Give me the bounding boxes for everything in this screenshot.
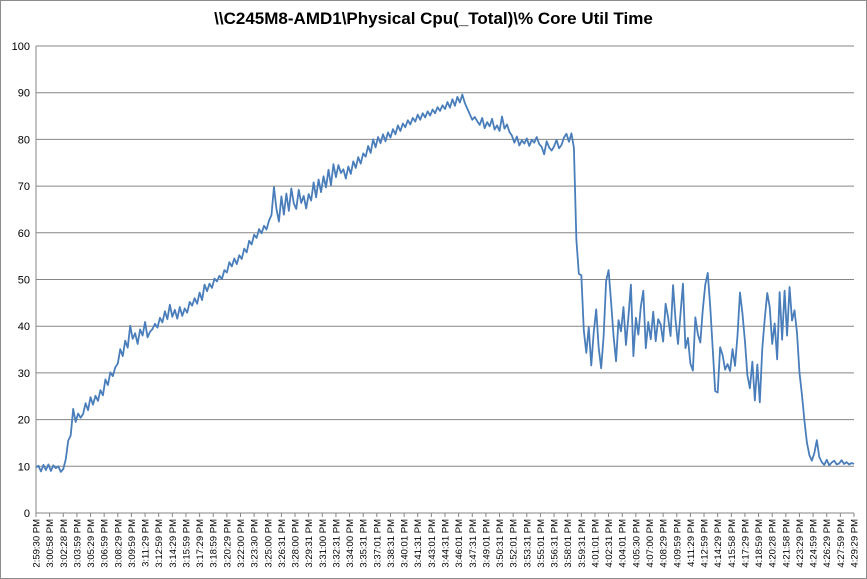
x-tick-label: 4:18:59 PM xyxy=(754,519,765,568)
y-axis-tick-labels: 0 10 20 30 40 50 60 70 80 90 100 xyxy=(12,41,30,520)
x-tick-label: 3:26:31 PM xyxy=(277,519,288,568)
x-tick-label: 3:32:31 PM xyxy=(331,519,342,568)
x-tick-label: 4:11:29 PM xyxy=(686,519,697,567)
x-tick-label: 3:08:29 PM xyxy=(113,519,124,568)
x-tick-label: 3:46:01 PM xyxy=(454,519,465,568)
x-tick-label: 3:53:31 PM xyxy=(522,519,533,568)
x-tick-label: 3:44:31 PM xyxy=(441,519,452,568)
x-tick-label: 3:59:31 PM xyxy=(577,519,588,568)
x-tick-label: 3:22:00 PM xyxy=(236,519,247,568)
x-tick-label: 3:00:58 PM xyxy=(45,519,56,568)
chart-title: \\C245M8-AMD1\Physical Cpu(_Total)\% Cor… xyxy=(214,9,653,28)
x-tick-label: 3:15:59 PM xyxy=(181,519,192,568)
x-tick-label: 3:40:01 PM xyxy=(400,519,411,568)
x-tick-label: 3:06:59 PM xyxy=(100,519,111,568)
x-tick-label: 4:09:59 PM xyxy=(672,519,683,568)
x-tick-label: 3:56:31 PM xyxy=(550,519,561,568)
x-tick-label: 4:05:30 PM xyxy=(631,519,642,568)
x-tick-label: 3:03:59 PM xyxy=(72,519,83,568)
x-tick-label: 4:07:00 PM xyxy=(645,519,656,568)
x-tick-label: 3:17:29 PM xyxy=(195,519,206,568)
x-tick-label: 3:11:29 PM xyxy=(141,519,152,567)
x-tick-label: 3:55:01 PM xyxy=(536,519,547,568)
x-tick-label: 3:58:01 PM xyxy=(563,519,574,568)
x-tick-label: 3:05:29 PM xyxy=(86,519,97,568)
x-tick-label: 3:41:31 PM xyxy=(413,519,424,568)
x-tick-label: 4:24:59 PM xyxy=(809,519,820,568)
x-tick-label: 3:31:00 PM xyxy=(318,519,329,568)
y-tick-label: 20 xyxy=(18,415,30,427)
x-tick-label: 4:04:01 PM xyxy=(618,519,629,568)
x-tick-label: 4:15:58 PM xyxy=(727,519,738,568)
x-tick-label: 3:52:01 PM xyxy=(509,519,520,568)
y-tick-label: 100 xyxy=(12,41,30,53)
y-tick-label: 10 xyxy=(18,461,30,473)
x-axis-tick-labels: 2:59:30 PM 3:00:58 PM 3:02:28 PM 3:03:59 PM… xyxy=(32,519,861,568)
x-tick-label: 4:26:29 PM xyxy=(822,519,833,568)
axes xyxy=(35,46,855,517)
x-tick-label: 3:37:01 PM xyxy=(372,519,383,568)
y-tick-label: 70 xyxy=(18,181,30,193)
y-tick-label: 90 xyxy=(18,88,30,100)
x-tick-label: 3:14:29 PM xyxy=(168,519,179,568)
x-tick-label: 3:49:01 PM xyxy=(481,519,492,568)
x-tick-label: 3:09:59 PM xyxy=(127,519,138,568)
x-tick-label: 3:02:28 PM xyxy=(59,519,70,568)
x-tick-label: 3:47:31 PM xyxy=(468,519,479,568)
x-tick-label: 4:01:01 PM xyxy=(590,519,601,568)
x-tick-label: 3:12:59 PM xyxy=(154,519,165,568)
y-tick-label: 60 xyxy=(18,228,30,240)
x-tick-label: 3:28:00 PM xyxy=(291,519,302,568)
x-tick-label: 3:29:31 PM xyxy=(304,519,315,568)
x-tick-label: 3:35:31 PM xyxy=(359,519,370,568)
x-tick-label: 4:08:29 PM xyxy=(659,519,670,568)
x-tick-label: 4:23:29 PM xyxy=(795,519,806,568)
x-tick-label: 3:18:59 PM xyxy=(209,519,220,568)
y-tick-label: 50 xyxy=(18,275,30,287)
x-tick-label: 4:14:29 PM xyxy=(713,519,724,568)
y-tick-label: 0 xyxy=(24,508,30,520)
x-tick-label: 4:21:58 PM xyxy=(781,519,792,568)
y-tick-label: 30 xyxy=(18,368,30,380)
y-tick-label: 80 xyxy=(18,134,30,146)
x-tick-label: 4:12:59 PM xyxy=(700,519,711,568)
x-tick-label: 2:59:30 PM xyxy=(32,519,43,568)
x-tick-label: 3:38:31 PM xyxy=(386,519,397,568)
x-tick-label: 3:23:30 PM xyxy=(250,519,261,568)
x-tick-label: 3:20:29 PM xyxy=(222,519,233,568)
x-tick-label: 4:02:31 PM xyxy=(604,519,615,568)
series-layer xyxy=(35,93,855,473)
y-tick-label: 40 xyxy=(18,321,30,333)
x-tick-label: 3:43:01 PM xyxy=(427,519,438,568)
x-tick-label: 3:50:31 PM xyxy=(495,519,506,568)
x-tick-label: 4:27:59 PM xyxy=(836,519,847,568)
x-tick-label: 4:17:29 PM xyxy=(740,519,751,568)
x-tick-label: 4:20:28 PM xyxy=(768,519,779,568)
x-tick-label: 3:25:00 PM xyxy=(263,519,274,568)
x-tick-label: 4:29:29 PM xyxy=(850,519,861,568)
series-line-0 xyxy=(35,93,855,473)
gridlines xyxy=(36,45,854,467)
x-tick-label: 3:34:00 PM xyxy=(345,519,356,568)
